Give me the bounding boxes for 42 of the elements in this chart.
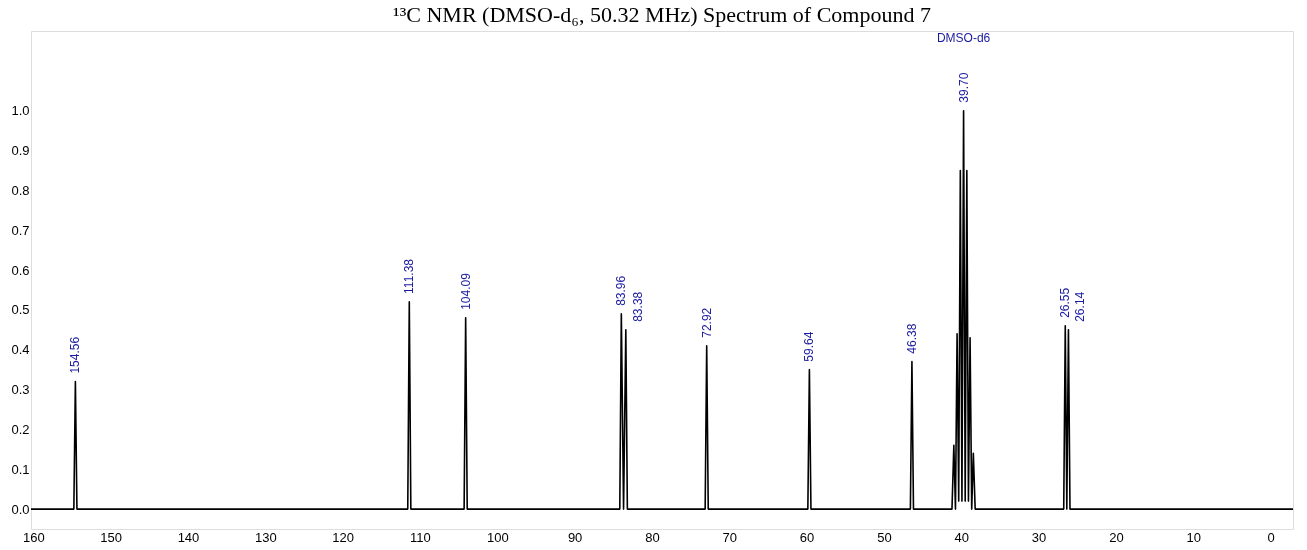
y-tick-label: 0.6 bbox=[11, 262, 30, 278]
x-tick-label: 160 bbox=[22, 529, 45, 545]
y-tick-label: 0.4 bbox=[11, 342, 30, 358]
y-tick-label: 0.1 bbox=[11, 461, 30, 477]
y-tick-label: 1.0 bbox=[11, 103, 30, 119]
annotation: 83.38 bbox=[630, 291, 645, 322]
annotation: 72.92 bbox=[699, 307, 714, 338]
x-tick-label: 120 bbox=[332, 529, 354, 545]
y-tick-label: 0.0 bbox=[11, 501, 30, 517]
y-tick-label: 0.5 bbox=[11, 302, 30, 318]
y-tick-label: 0.2 bbox=[11, 421, 30, 437]
y-tick-label: 0.8 bbox=[11, 182, 30, 198]
x-tick-label: 110 bbox=[410, 529, 431, 545]
y-tick-label: 0.9 bbox=[11, 143, 30, 159]
line-series bbox=[31, 109, 1293, 510]
x-tick-label: 80 bbox=[645, 529, 660, 545]
x-tick-label: 150 bbox=[100, 529, 122, 545]
x-tick-label: 40 bbox=[954, 529, 969, 545]
x-tick-label: 130 bbox=[254, 529, 277, 545]
annotation: 111.38 bbox=[402, 258, 417, 294]
x-tick-label: 10 bbox=[1186, 529, 1201, 545]
annotation: DMSO-d6 bbox=[936, 31, 991, 45]
x-tick-label: 140 bbox=[177, 529, 200, 545]
x-tick-label: 50 bbox=[877, 529, 892, 545]
annotation: 104.09 bbox=[458, 272, 473, 310]
annotation: 83.96 bbox=[614, 275, 629, 306]
annotation: 154.56 bbox=[68, 336, 83, 374]
x-tick-label: 30 bbox=[1031, 529, 1047, 545]
chart-title: ¹³C NMR (DMSO-d₆, 50.32 MHz) Spectrum of Compound 7 bbox=[393, 2, 931, 27]
y-tick-label: 0.3 bbox=[11, 382, 30, 398]
x-tick-label: 90 bbox=[567, 529, 583, 545]
annotation: 59.64 bbox=[802, 331, 817, 362]
annotation: 39.70 bbox=[956, 72, 971, 103]
x-tick-label: 0 bbox=[1267, 529, 1275, 545]
x-tick-label: 60 bbox=[799, 529, 815, 545]
x-tick-label: 20 bbox=[1109, 529, 1124, 545]
y-tick-label: 0.7 bbox=[11, 222, 30, 238]
x-tick-label: 70 bbox=[722, 529, 738, 545]
annotation: 46.38 bbox=[904, 323, 919, 354]
annotation: 26.14 bbox=[1073, 291, 1088, 322]
x-tick-label: 100 bbox=[486, 529, 509, 545]
annotation: 26.55 bbox=[1058, 287, 1073, 318]
